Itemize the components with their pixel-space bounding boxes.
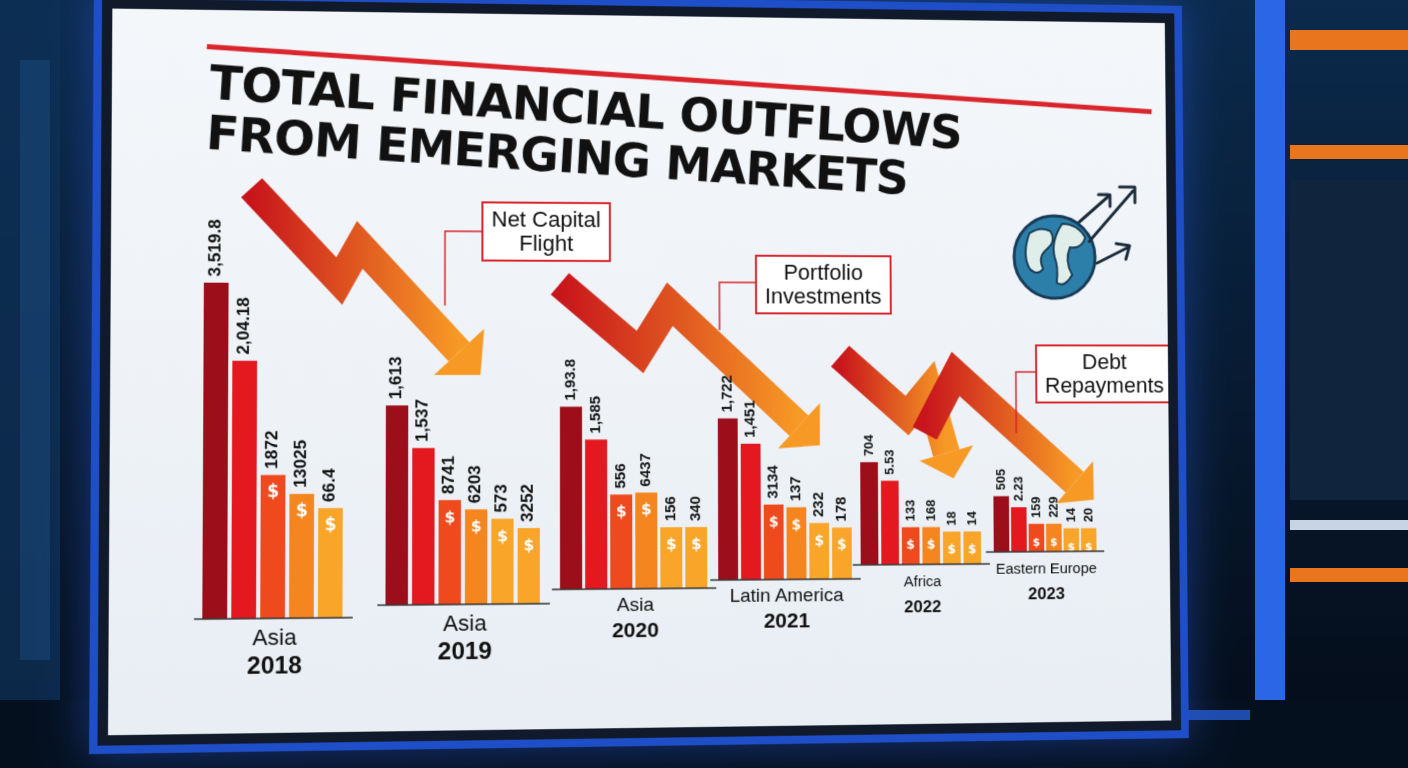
bar-2022-1 <box>860 462 878 565</box>
year-label-2020: 2020 <box>612 619 659 643</box>
data-label-2023-5: 14 <box>1063 507 1078 522</box>
data-label-2020-6: 340 <box>687 496 704 521</box>
dollar-sign-icon: $ <box>814 533 824 549</box>
dollar-sign-icon: $ <box>666 535 677 553</box>
data-label-2023-2: 2.23 <box>1011 476 1026 501</box>
data-label-2022-5: 18 <box>944 511 959 525</box>
dollar-sign-icon: $ <box>947 542 956 557</box>
data-label-2022-6: 14 <box>964 510 979 525</box>
data-label-2022-4: 168 <box>923 500 938 522</box>
dollar-sign-icon: $ <box>523 536 534 554</box>
region-label-2021: Latin America <box>730 585 844 607</box>
region-label-2019: Asia <box>443 610 487 636</box>
data-label-2021-2: 1,451 <box>742 400 759 437</box>
data-label-2019-4: 6203 <box>465 465 484 503</box>
bar-2020-1 <box>560 407 582 590</box>
dollar-sign-icon: $ <box>837 538 847 554</box>
dollar-sign-icon: $ <box>691 535 702 553</box>
trend-arrows <box>250 188 1094 508</box>
region-label-2018: Asia <box>252 624 297 650</box>
callout-net-capital-flight: Net Capital Flight <box>481 201 610 262</box>
bar-2021-1 <box>718 418 738 580</box>
data-label-2023-1: 505 <box>993 469 1008 491</box>
year-label-2018: 2018 <box>247 652 302 680</box>
dollar-sign-icon: $ <box>296 500 308 520</box>
dollar-sign-icon: $ <box>267 481 279 501</box>
dollar-sign-icon: $ <box>906 537 915 552</box>
year-label-2022: 2022 <box>904 597 941 616</box>
data-label-2018-1: 3,519.8 <box>205 219 225 277</box>
bar-2019-2 <box>412 448 435 605</box>
dollar-sign-icon: $ <box>927 537 936 552</box>
callout-portfolio-investments: Portfolio Investments <box>755 255 892 315</box>
data-label-2021-4: 137 <box>787 476 804 501</box>
data-label-2020-1: 1,93.8 <box>562 359 579 401</box>
callout-connector-1 <box>445 231 481 305</box>
region-label-2023: Eastern Europe <box>996 560 1097 578</box>
data-label-2020-4: 6437 <box>637 453 654 486</box>
data-label-2021-1: 1,722 <box>719 375 736 412</box>
year-label-2021: 2021 <box>764 609 811 632</box>
region-label-2020: Asia <box>617 595 654 616</box>
data-label-2022-3: 133 <box>903 500 918 522</box>
data-label-2018-5: 66.4 <box>319 468 338 502</box>
bar-2018-2 <box>231 361 257 619</box>
bar-2023-2 <box>1011 507 1027 552</box>
data-label-2023-3: 159 <box>1028 496 1043 518</box>
data-label-2019-6: 3252 <box>518 484 537 522</box>
data-label-2018-3: 1872 <box>262 430 282 468</box>
data-label-2019-1: 1,613 <box>386 356 405 399</box>
data-label-2020-3: 556 <box>612 463 629 488</box>
baseline-2023 <box>986 551 1104 552</box>
bar-group-2019: 1,613 1,537 $8741 $6203 $573 $3252 Asia2019 <box>377 356 550 666</box>
data-label-2021-6: 178 <box>833 497 850 522</box>
data-label-2018-4: 13025 <box>291 439 311 488</box>
dollar-sign-icon: $ <box>968 541 977 556</box>
data-label-2020-5: 156 <box>662 496 679 521</box>
dollar-sign-icon: $ <box>497 527 508 545</box>
callout-connector-2 <box>719 282 755 330</box>
callout-debt-repayments: Debt Repayments <box>1035 344 1171 403</box>
trend-arrow-1 <box>251 188 459 352</box>
data-label-2020-2: 1,585 <box>587 396 604 434</box>
data-label-2019-5: 573 <box>491 484 510 513</box>
data-label-2019-2: 1,537 <box>412 399 431 442</box>
data-label-2021-3: 3134 <box>765 465 782 499</box>
data-label-2019-3: 8741 <box>439 455 458 494</box>
region-label-2022: Africa <box>904 573 942 590</box>
data-label-2022-1: 704 <box>861 434 876 456</box>
display-screen: TOTAL FINANCIAL OUTFLOWS FROM EMERGING M… <box>108 9 1171 736</box>
dollar-sign-icon: $ <box>444 508 455 526</box>
dollar-sign-icon: $ <box>1033 536 1041 549</box>
bar-group-2020: 1,93.8 1,585 $556 $6437 $156 $340 Asia 2020 <box>552 359 717 643</box>
data-label-2021-5: 232 <box>810 492 827 517</box>
dollar-sign-icon: $ <box>792 517 802 533</box>
dollar-sign-icon: $ <box>616 503 627 521</box>
data-label-2023-6: 20 <box>1081 508 1096 522</box>
dollar-sign-icon: $ <box>324 514 336 534</box>
data-label-2022-2: 5.53 <box>882 450 897 475</box>
bar-chart: 3,519.82,04.18$1872$13025$66.4Asia20181,… <box>108 9 1171 736</box>
bar-2023-1 <box>993 496 1009 552</box>
bar-2019-1 <box>385 405 408 605</box>
bar-2018-1 <box>202 283 228 619</box>
bar-2021-2 <box>741 444 761 580</box>
data-label-2023-4: 229 <box>1046 496 1061 518</box>
dollar-sign-icon: $ <box>641 501 652 519</box>
baseline-2022 <box>853 564 990 565</box>
year-label-2019: 2019 <box>438 638 492 666</box>
bar-2021-5 <box>809 523 829 579</box>
globe-icon <box>1008 172 1144 310</box>
bar-2020-2 <box>585 440 607 590</box>
data-label-2018-2: 2,04.18 <box>234 297 254 355</box>
bar-2022-2 <box>881 481 899 565</box>
dollar-sign-icon: $ <box>1050 536 1058 549</box>
dollar-sign-icon: $ <box>471 518 482 536</box>
dollar-sign-icon: $ <box>769 515 779 531</box>
year-label-2023: 2023 <box>1028 584 1065 603</box>
